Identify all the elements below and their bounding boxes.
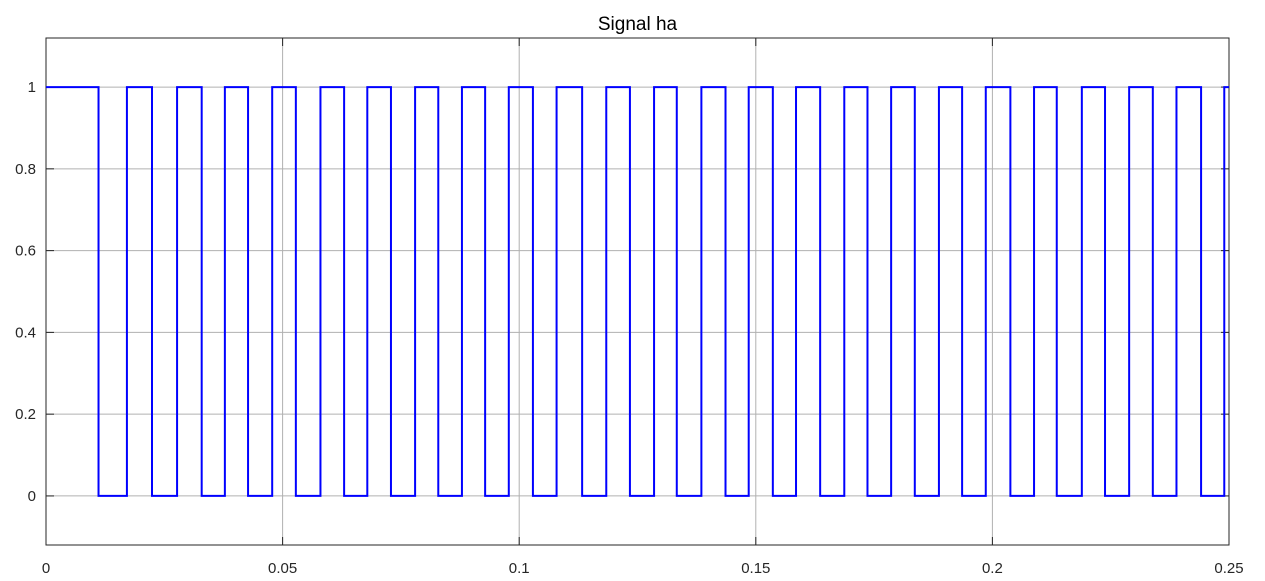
y-tick-label: 0.6 [15, 243, 36, 260]
x-tick-label: 0.1 [509, 560, 530, 577]
x-tick-label: 0.2 [982, 560, 1003, 577]
y-tick-labels: 0 0.2 0.4 0.6 0.8 1 [15, 79, 36, 505]
x-tick-label: 0.15 [741, 560, 770, 577]
chart-title: Signal ha [598, 14, 678, 35]
y-tick-label: 1 [28, 79, 36, 96]
series-line-signal [46, 86, 1229, 497]
x-tick-label: 0.05 [268, 560, 297, 577]
x-tick-labels: 0 0.05 0.1 0.15 0.2 0.25 [42, 560, 1244, 577]
x-tick-label: 0 [42, 560, 50, 577]
y-tick-label: 0.2 [15, 406, 36, 423]
y-tick-label: 0.8 [15, 161, 36, 178]
y-tick-label: 0 [28, 488, 36, 505]
y-tick-label: 0.4 [15, 324, 36, 341]
plot-area-border [45, 37, 1230, 546]
x-tick-label: 0.25 [1214, 560, 1243, 577]
